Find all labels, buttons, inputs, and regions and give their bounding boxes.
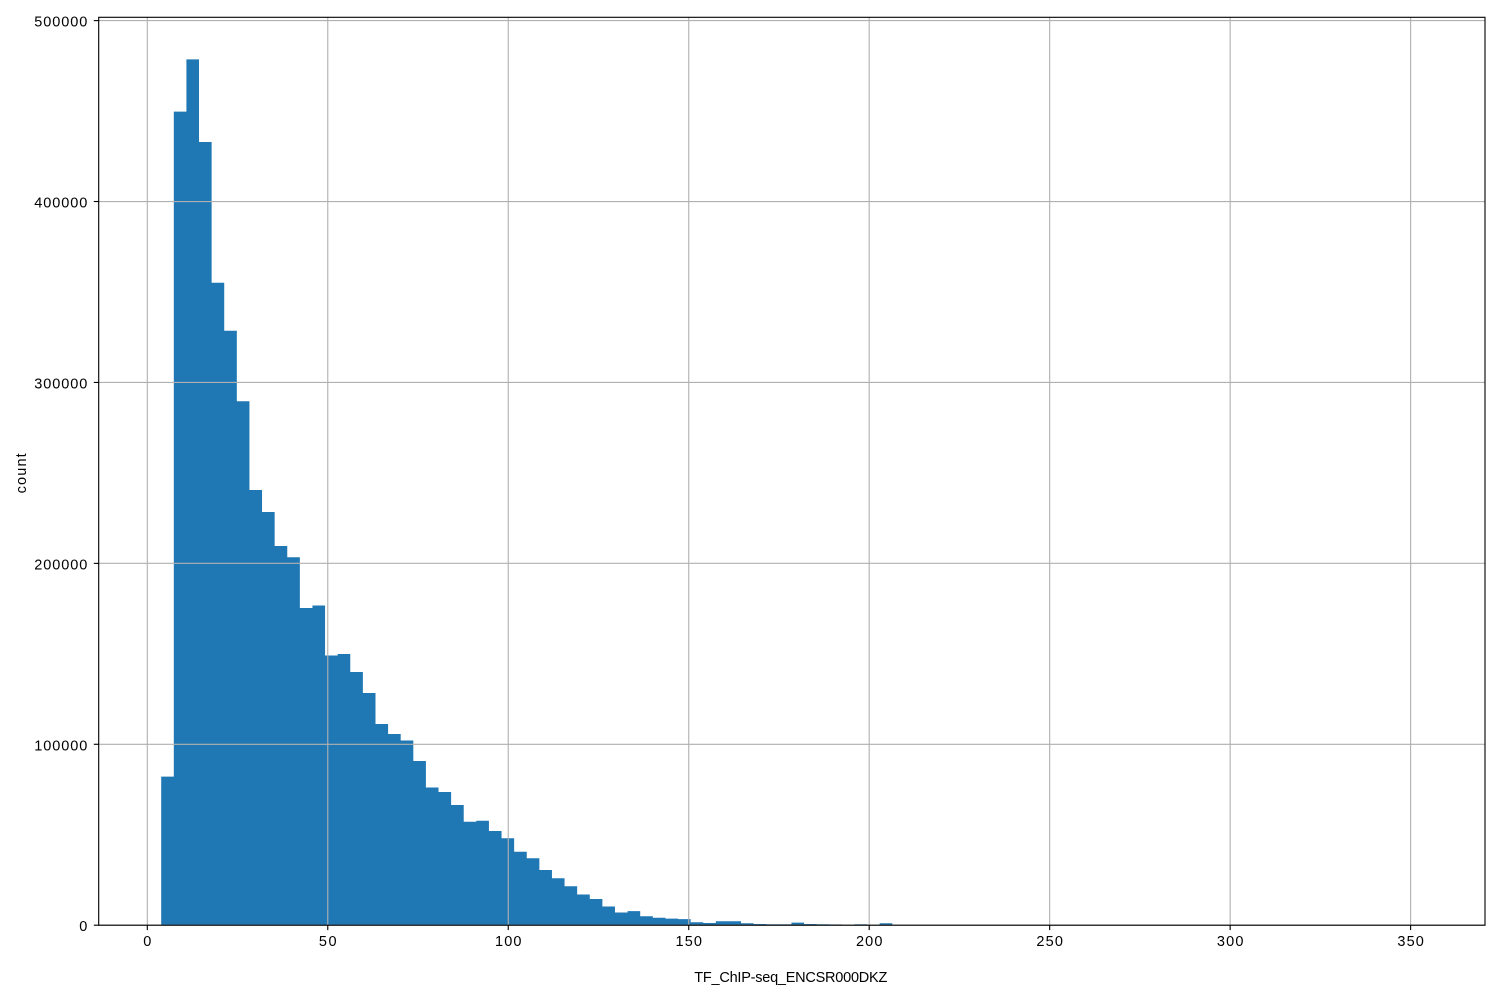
svg-text:TF_ChIP-seq_ENCSR000DKZ: TF_ChIP-seq_ENCSR000DKZ <box>694 970 887 986</box>
svg-text:150: 150 <box>675 934 702 950</box>
svg-text:0: 0 <box>143 934 151 950</box>
svg-text:300: 300 <box>1217 934 1244 950</box>
svg-text:50: 50 <box>319 934 337 950</box>
svg-text:0: 0 <box>79 919 87 935</box>
svg-text:count: count <box>14 453 30 493</box>
svg-text:350: 350 <box>1397 934 1424 950</box>
svg-text:500000: 500000 <box>34 15 87 31</box>
svg-text:200000: 200000 <box>34 557 87 573</box>
svg-text:400000: 400000 <box>34 196 87 212</box>
svg-text:250: 250 <box>1036 934 1063 950</box>
svg-text:100000: 100000 <box>34 738 87 754</box>
svg-text:300000: 300000 <box>34 376 87 392</box>
svg-text:200: 200 <box>856 934 883 950</box>
svg-text:100: 100 <box>495 934 522 950</box>
